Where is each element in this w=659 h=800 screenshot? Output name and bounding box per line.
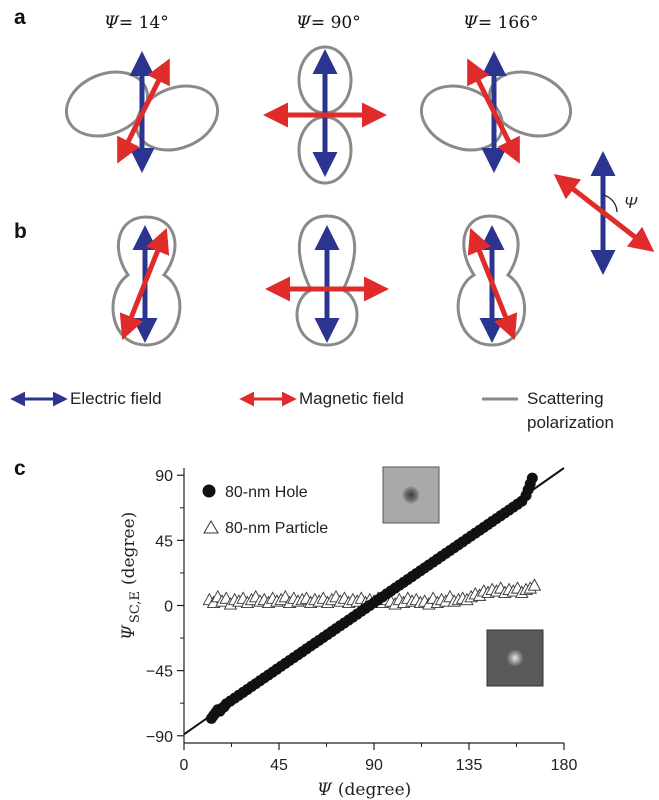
psi-symbol: Ψ: [296, 13, 311, 33]
panel-label-b: b: [14, 220, 27, 243]
inset-psi-label: Ψ: [624, 195, 638, 212]
magnetic-field-arrow: [117, 58, 170, 164]
x-axis-symbol: Ψ: [317, 780, 333, 800]
angle-label-90: Ψ= 90°: [296, 13, 361, 33]
legend-hole-label: 80-nm Hole: [225, 484, 308, 501]
y-tick-label: 45: [155, 533, 173, 550]
y-tick-label: −45: [146, 664, 173, 681]
legend-magnetic-label: Magnetic field: [299, 389, 404, 408]
magnetic-field-arrow: [119, 227, 170, 341]
hole-sem-spot: [401, 485, 421, 505]
y-tick-label: 0: [164, 599, 173, 616]
particle-sem-inset: [486, 629, 544, 687]
x-axis-unit: (degree): [338, 780, 411, 800]
angle-value: = 90°: [310, 13, 361, 33]
legend-electric-label: Electric field: [70, 389, 162, 408]
diagram-a-psi90: [263, 45, 387, 185]
diagram-b-psi14: [111, 215, 182, 347]
legend-particle-marker: [203, 520, 219, 534]
angle-label-14: Ψ= 14°: [104, 13, 169, 33]
angle-arc: [602, 194, 618, 213]
legend-scattering-label-2: polarization: [527, 413, 614, 432]
legend-hole-marker: [202, 484, 216, 498]
diagram-a-psi14: [64, 51, 220, 173]
particle-point: [527, 578, 542, 591]
hole-sem-inset: [382, 466, 440, 524]
y-axis-symbol: Ψ: [119, 624, 139, 640]
angle-label-166: Ψ= 166°: [463, 13, 539, 33]
y-axis-unit: (degree): [119, 512, 139, 585]
magnetic-field-arrow: [553, 174, 655, 252]
chart-frame: 0 45 90 135 180 −90 −45 0 45 90: [146, 468, 578, 774]
x-axis-title: Ψ (degree): [317, 780, 411, 800]
y-tick-label: 90: [155, 468, 173, 485]
x-tick-label: 0: [180, 757, 189, 774]
angle-value: = 14°: [118, 13, 169, 33]
psi-symbol: Ψ: [463, 13, 478, 33]
chart-legend: 80-nm Hole 80-nm Particle: [202, 484, 328, 537]
magnetic-field-arrow: [467, 58, 520, 164]
x-tick-label: 90: [365, 757, 383, 774]
diagram-b-psi90: [265, 214, 389, 347]
scattering-pattern: [295, 214, 359, 347]
legend-particle-label: 80-nm Particle: [225, 520, 328, 537]
x-tick-label: 180: [551, 757, 578, 774]
x-tick-label: 45: [270, 757, 288, 774]
x-tick-label: 135: [456, 757, 483, 774]
panel-label-c: c: [14, 457, 26, 480]
polarization-diagrams: Ψ: [64, 45, 655, 347]
psi-symbol: Ψ: [104, 13, 119, 33]
hole-point: [526, 472, 538, 484]
diagram-a-psi166: [419, 51, 573, 173]
magnetic-field-arrow: [467, 227, 518, 341]
hole-series-layer: [205, 472, 538, 724]
legend-scattering-label: Scattering: [527, 389, 604, 408]
y-axis-title: ΨSC,E (degree): [119, 512, 143, 640]
diagram-b-psi166: [456, 214, 527, 347]
particle-sem-spot: [506, 649, 524, 667]
legend-graphics: [10, 391, 518, 407]
y-tick-label: −90: [146, 729, 173, 746]
psi-definition-inset: Ψ: [553, 151, 655, 275]
y-axis-subscript: SC,E: [128, 591, 143, 623]
scattering-pattern: [111, 215, 182, 347]
angle-value: = 166°: [477, 13, 539, 33]
particle-series-layer: [202, 578, 542, 610]
panel-label-a: a: [14, 6, 26, 29]
